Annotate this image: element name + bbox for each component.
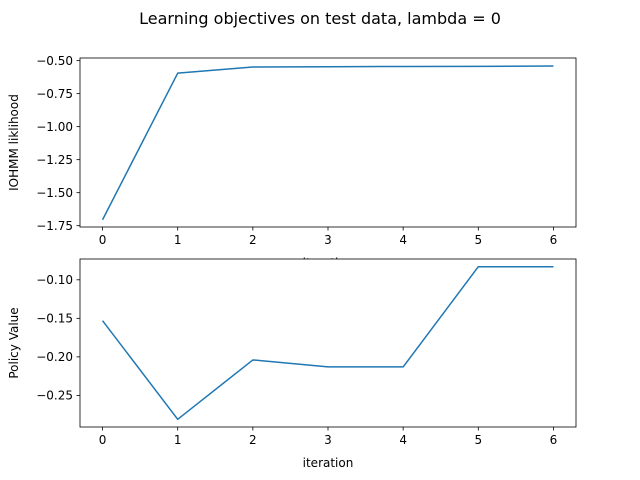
subplot-2-ytick-label-0: −0.25 [36, 389, 73, 403]
subplot-1-ytick-label-4: −0.75 [36, 87, 73, 101]
subplot-1-point-2 [252, 66, 254, 68]
subplot-2-point-4 [402, 366, 404, 368]
subplot-1-ytick-label-1: −1.50 [36, 186, 73, 200]
subplot-1-point-1 [177, 72, 179, 74]
subplot-2-xtick-label-2: 2 [249, 433, 257, 447]
subplot-2-xlabel: iteration [303, 456, 354, 470]
subplot-2-series-line [101, 265, 554, 421]
subplot-2-xtick-label-5: 5 [474, 433, 482, 447]
subplot-1-xtick-label-2: 2 [249, 233, 257, 247]
subplot-1-xtick-label-4: 4 [399, 233, 407, 247]
subplot-2-point-6 [552, 266, 554, 268]
subplot-2-point-1 [177, 418, 179, 420]
subplot-1-ytick-label-3: −1.00 [36, 120, 73, 134]
subplot-1-ytick-label-5: −0.50 [36, 54, 73, 68]
subplot-2-ytick-label-3: −0.10 [36, 273, 73, 287]
subplot-2-xtick-label-3: 3 [324, 433, 332, 447]
subplot-1-point-0 [102, 219, 104, 221]
subplot-1-xtick-label-3: 3 [324, 233, 332, 247]
subplot-2-ylabel: Policy Value [7, 307, 21, 378]
subplot-1-axes-frame [79, 57, 577, 228]
subplot-1-xtick-label-1: 1 [174, 233, 182, 247]
subplot-2-xtick-label-6: 6 [550, 433, 558, 447]
subplot-2-point-2 [252, 359, 254, 361]
subplot-1-xtick-label-6: 6 [550, 233, 558, 247]
subplot-2-ytick-label-2: −0.15 [36, 312, 73, 326]
subplot-2-background [80, 259, 576, 427]
subplot-1-ylabel: IOHMM liklihood [7, 94, 21, 191]
subplot-2-xtick-label-1: 1 [174, 433, 182, 447]
bottom-subplot: 0 1 2 3 4 5 6 −0.25 −0.20 −0.15 −0.10 iteration Poli… [7, 258, 577, 470]
chart-title: Learning objectives on test data, lambda… [139, 9, 501, 28]
subplot-1-point-3 [327, 66, 329, 68]
subplot-2-xtick-label-0: 0 [99, 433, 107, 447]
subplot-1-ytick-label-2: −1.25 [36, 153, 73, 167]
subplot-1-xtick-label-0: 0 [99, 233, 107, 247]
subplot-2-point-0 [102, 320, 104, 322]
subplot-2-ytick-label-1: −0.20 [36, 350, 73, 364]
subplot-1-xtick-label-5: 5 [474, 233, 482, 247]
top-subplot: 0123456−1.75−1.50−1.25−1.00−0.75−0.50ite… [7, 54, 577, 270]
subplot-1-ytick-label-0: −1.75 [36, 219, 73, 233]
subplot-2-xtick-label-4: 4 [399, 433, 407, 447]
subplot-1-series-line [101, 65, 554, 221]
subplot-1-point-4 [402, 65, 404, 67]
subplot-1-point-6 [552, 65, 554, 67]
subplot-2-point-3 [327, 366, 329, 368]
subplot-2-point-5 [477, 266, 479, 268]
subplot-1-point-5 [477, 65, 479, 67]
